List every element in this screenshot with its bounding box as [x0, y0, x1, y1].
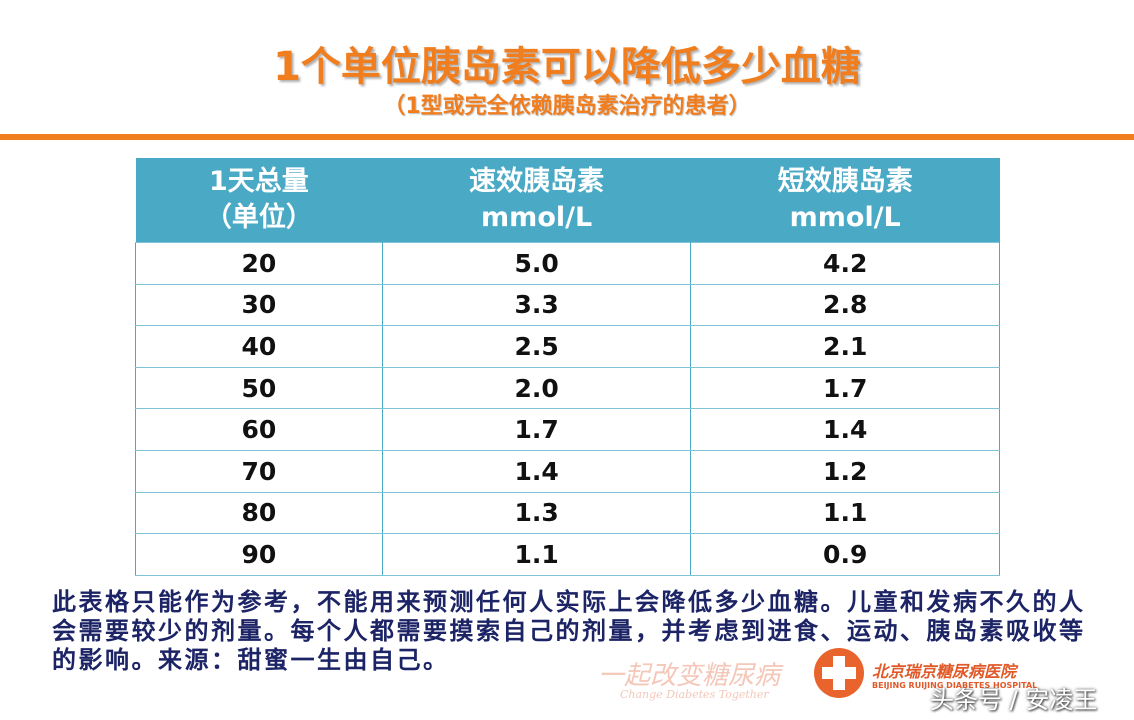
- table-cell: 40: [135, 325, 383, 368]
- table-cell: 5.0: [381, 242, 692, 285]
- header-text: （单位）: [204, 202, 313, 233]
- table-row: 70 1.4 1.2: [135, 449, 1000, 493]
- watermark: 头条号 / 安凌王: [930, 686, 1098, 714]
- footnote-line: 的影响。来源：甜蜜一生由自己。: [52, 646, 450, 674]
- table-cell: 1.1: [690, 491, 1000, 535]
- subtitle: （1型或完全依赖胰岛素治疗的患者）: [383, 94, 751, 119]
- table-row: 40 2.5 2.1: [135, 325, 1000, 368]
- header-text: mmol/L: [481, 202, 593, 233]
- table-cell: 1.2: [690, 449, 1000, 493]
- header-row: 1天总量 （单位） 速效胰岛素 mmol/L 短效胰岛素 mmol/L: [135, 158, 1000, 243]
- table-cell: 1.7: [690, 366, 1000, 410]
- header-text: 短效胰岛素: [777, 166, 913, 197]
- table-cell: 4.2: [690, 242, 1000, 285]
- table-cell: 1.3: [381, 491, 692, 535]
- table-row: 90 1.1 0.9: [135, 533, 1000, 576]
- table-row: 60 1.7 1.4: [135, 408, 1000, 451]
- table-cell: 2.8: [690, 283, 1000, 327]
- table-cell: 70: [135, 449, 383, 493]
- table-cell: 80: [135, 491, 383, 535]
- divider: [0, 134, 1134, 140]
- table-row: 50 2.0 1.7: [135, 366, 1000, 410]
- header-cell: 速效胰岛素 mmol/L: [382, 158, 691, 243]
- header-text: mmol/L: [789, 202, 901, 233]
- title: 1个单位胰岛素可以降低多少血糖: [273, 44, 861, 90]
- header-text: 1天总量: [209, 166, 309, 197]
- table-cell: 1.7: [381, 408, 692, 451]
- table-cell: 3.3: [381, 283, 692, 327]
- table-cell: 90: [135, 533, 383, 576]
- hospital-emblem: [814, 648, 864, 698]
- footnote-line: 此表格只能作为参考，不能用来预测任何人实际上会降低多少血糖。儿童和发病不久的人: [52, 588, 1086, 616]
- campaign-logo: 一起改变糖尿病: [598, 661, 781, 691]
- header-cell: 短效胰岛素 mmol/L: [690, 158, 1000, 243]
- table-cell: 2.0: [381, 366, 692, 410]
- table-cell: 20: [135, 242, 383, 285]
- table-row: 30 3.3 2.8: [135, 283, 1000, 327]
- table-row: 80 1.3 1.1: [135, 491, 1000, 535]
- hospital-logo-en: BEIJING RUIJING DIABETES HOSPITAL: [872, 681, 1038, 690]
- table-cell: 2.1: [690, 325, 1000, 368]
- table-cell: 1.4: [690, 408, 1000, 451]
- header-text: 速效胰岛素: [469, 166, 605, 197]
- table-cell: 30: [135, 283, 383, 327]
- data-table: 1天总量 （单位） 速效胰岛素 mmol/L 短效胰岛素 mmol/L 20 5.0 4.2 30…: [135, 158, 1000, 576]
- footnote: 此表格只能作为参考，不能用来预测任何人实际上会降低多少血糖。儿童和发病不久的人会…: [52, 588, 1122, 675]
- table-cell: 1.1: [381, 533, 692, 576]
- table-cell: 50: [135, 366, 383, 410]
- footnote-line: 会需要较少的剂量。每个人都需要摸索自己的剂量，并考虑到进食、运动、胰岛素吸收等: [52, 617, 1086, 645]
- table-cell: 60: [135, 408, 383, 451]
- table-cell: 1.4: [381, 449, 692, 493]
- header-cell: 1天总量 （单位）: [135, 158, 383, 243]
- table-cell: 0.9: [690, 533, 1000, 576]
- table-row: 20 5.0 4.2: [135, 242, 1000, 285]
- table-cell: 2.5: [381, 325, 692, 368]
- hospital-logo: 北京瑞京糖尿病医院: [872, 662, 1017, 681]
- campaign-logo-en: Change Diabetes Together: [620, 688, 769, 701]
